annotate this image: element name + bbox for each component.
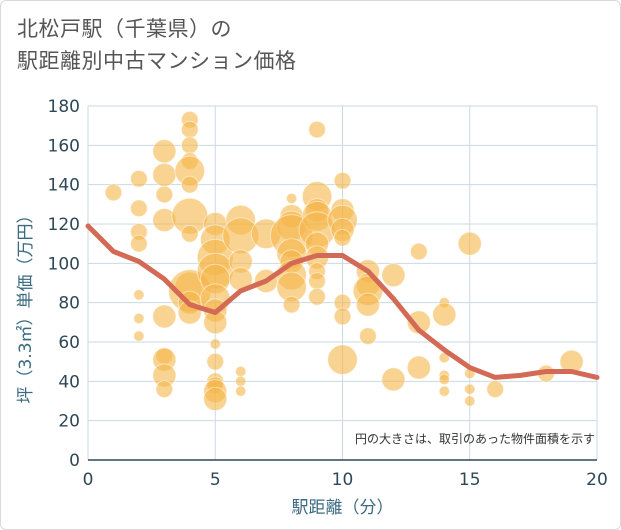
data-point (155, 185, 174, 204)
bubble-layer (104, 110, 584, 412)
chart-title-line1: 北松戸駅（千葉県）の (17, 17, 232, 41)
data-point (133, 330, 145, 342)
data-point (235, 375, 247, 388)
data-point (308, 287, 326, 306)
data-point (486, 380, 505, 399)
data-point (464, 395, 476, 407)
y-tick-label: 40 (58, 372, 80, 392)
data-point (133, 312, 145, 325)
y-tick-label: 0 (69, 451, 80, 471)
data-point (180, 120, 199, 139)
y-tick-label: 60 (58, 333, 80, 353)
y-tick-label: 180 (48, 97, 80, 117)
data-point (206, 352, 225, 371)
data-point (152, 162, 177, 187)
data-point (155, 380, 174, 399)
data-point (130, 169, 148, 188)
data-point (406, 310, 431, 335)
data-point (381, 263, 406, 288)
data-point (432, 302, 457, 327)
data-point (464, 383, 476, 395)
data-point (209, 338, 221, 350)
chart-title: 北松戸駅（千葉県）の 駅距離別中古マンション価格 (17, 13, 297, 77)
x-tick-label: 10 (332, 470, 354, 490)
y-tick-label: 20 (58, 412, 80, 432)
data-point (333, 171, 352, 190)
data-point (308, 272, 326, 290)
bubble-size-note: 円の大きさは、取引のあった物件面積を示す (355, 431, 595, 446)
data-point (180, 136, 199, 155)
x-tick-label: 15 (459, 470, 481, 490)
data-point (235, 365, 247, 378)
data-point (359, 327, 377, 346)
x-tick-label: 5 (210, 470, 221, 490)
data-point (285, 192, 298, 205)
data-point (355, 292, 381, 317)
data-point (180, 175, 199, 194)
data-point (381, 367, 406, 392)
data-point (327, 344, 358, 376)
trend-line (85, 223, 600, 380)
data-point (130, 234, 148, 253)
data-point (130, 199, 148, 218)
data-point (235, 385, 247, 397)
data-point (104, 183, 123, 202)
data-point (333, 307, 352, 326)
data-point (409, 242, 428, 261)
data-point (282, 295, 301, 314)
data-point (333, 228, 352, 247)
data-point (203, 386, 228, 412)
y-tick-label: 140 (48, 176, 80, 196)
y-tick-label: 80 (58, 294, 80, 314)
x-tick-label: 0 (83, 470, 94, 490)
data-point (438, 373, 450, 386)
data-point (152, 139, 177, 164)
x-tick-label: 20 (586, 470, 608, 490)
x-tick-labels: 0 5 10 15 20 (83, 470, 608, 490)
y-tick-label: 120 (48, 215, 80, 235)
y-axis-label: 坪（3.3㎡）単価（万円） (16, 206, 36, 403)
data-point (152, 304, 177, 329)
data-point (308, 120, 326, 139)
data-point (406, 355, 431, 380)
data-point (133, 289, 145, 301)
chart-title-line2: 駅距離別中古マンション価格 (17, 49, 297, 73)
data-point (457, 231, 482, 256)
data-point (438, 385, 450, 397)
y-tick-labels: 0 20 40 60 80 100 120 140 160 180 (48, 97, 80, 471)
y-tick-label: 100 (48, 254, 80, 274)
y-tick-label: 160 (48, 136, 80, 156)
data-point (180, 224, 199, 243)
x-axis-label: 駅距離（分） (292, 498, 394, 518)
